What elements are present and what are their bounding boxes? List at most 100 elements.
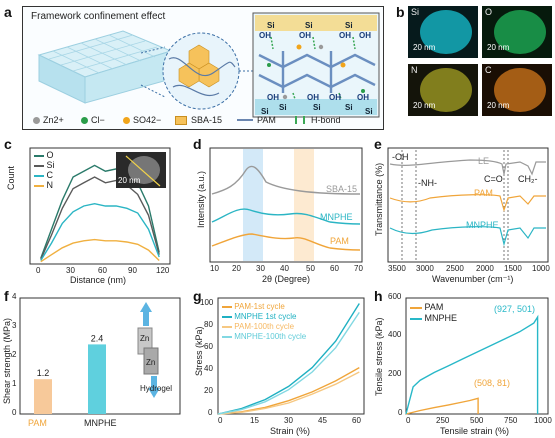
x-tick: 50 bbox=[306, 264, 315, 273]
e-annot-nh: -NH- bbox=[418, 178, 437, 188]
x-tick: 60 bbox=[330, 264, 339, 273]
oh-label: OH bbox=[359, 31, 371, 40]
lap-shear-illustration bbox=[137, 302, 160, 398]
legend-swatch bbox=[34, 154, 44, 157]
x-tick: 45 bbox=[318, 416, 327, 425]
legend-text: MNPHE-100th cycle bbox=[234, 332, 307, 341]
framework-illustration bbox=[37, 12, 380, 118]
legend-text: PAM-100th cycle bbox=[234, 322, 295, 331]
f-yticks: 0 1 2 3 4 bbox=[0, 292, 190, 438]
h-x-axis-label: Tensile strain (%) bbox=[440, 426, 510, 436]
legend-text: Si bbox=[46, 160, 55, 170]
e-label-mnphe: MNPHE bbox=[466, 220, 499, 230]
oh-label: OH bbox=[267, 93, 279, 102]
legend-c: C bbox=[34, 170, 55, 180]
oh-label: OH bbox=[357, 93, 369, 102]
x-tick: 3000 bbox=[416, 264, 434, 273]
x-tick: 30 bbox=[284, 416, 293, 425]
legend-pam: PAM bbox=[410, 302, 457, 313]
oh-label: OH bbox=[259, 31, 271, 40]
shear-bar-pam bbox=[34, 379, 52, 414]
d-plot-area bbox=[209, 147, 363, 263]
inset-scale-label: 20 nm bbox=[118, 176, 141, 185]
y-tick: 0 bbox=[12, 408, 17, 417]
si-label: Si bbox=[279, 103, 287, 112]
d-label-pam: PAM bbox=[330, 236, 349, 246]
g-xticks: 0 15 30 45 60 bbox=[218, 416, 368, 426]
d-label-sba15: SBA-15 bbox=[326, 184, 358, 194]
x-tick: 500 bbox=[470, 416, 484, 425]
zn-plate-label: Zn bbox=[146, 358, 156, 367]
si-label: Si bbox=[345, 103, 353, 112]
x-tick: 2500 bbox=[446, 264, 464, 273]
shear-value-label: 1.2 bbox=[37, 368, 50, 378]
y-tick: 3 bbox=[12, 321, 17, 330]
legend-swatch bbox=[410, 306, 422, 309]
h-legend: PAM MNPHE bbox=[410, 302, 457, 324]
x-tick: 0 bbox=[406, 416, 411, 425]
zoom-box-labels: Si Si Si OH OH OH OH OH OH OH OH Si Si S… bbox=[23, 7, 385, 131]
element-label: Si bbox=[411, 7, 420, 17]
legend-n: N bbox=[34, 180, 55, 190]
h-point-label-pam: (508, 81) bbox=[474, 378, 511, 388]
y-tick: 200 bbox=[388, 369, 402, 378]
c-x-axis-label: Distance (nm) bbox=[70, 275, 127, 285]
panel-d-xrd: Intensity (a.u.) SBA-15 MNPHE PAM 10 20 … bbox=[190, 140, 370, 286]
panel-e-ftir: Transmittance (%) -OH -NH- C=O CH₂- LE P… bbox=[370, 140, 555, 286]
eds-map-o: O 20 nm bbox=[482, 6, 552, 58]
panel-label-c: c bbox=[4, 136, 12, 152]
x-tick: 10 bbox=[210, 264, 219, 273]
eds-map-n: N 20 nm bbox=[408, 64, 478, 116]
legend-swatch bbox=[34, 164, 44, 167]
x-tick: 40 bbox=[280, 264, 289, 273]
legend-swatch bbox=[34, 174, 44, 177]
panel-label-f: f bbox=[4, 288, 9, 304]
h-bond-icon bbox=[295, 116, 305, 124]
panel-label-a: a bbox=[4, 4, 12, 20]
x-tick: 60 bbox=[352, 416, 361, 425]
si-label: Si bbox=[305, 21, 313, 30]
legend-swatch bbox=[410, 317, 422, 320]
panel-c-line-profile: Count 20 nm O Si C N 0 30 60 90 120 Dist… bbox=[0, 140, 190, 286]
legend-mnphe: MNPHE bbox=[410, 313, 457, 324]
panel-a-legend: Zn2+ Cl− SO42− SBA-15 PAM H-bond bbox=[33, 115, 378, 129]
eds-image bbox=[482, 64, 552, 116]
y-tick: 100 bbox=[200, 298, 214, 307]
panel-label-g: g bbox=[193, 288, 202, 304]
x-tick: 70 bbox=[354, 264, 363, 273]
h-xticks: 0 250 500 750 1000 bbox=[406, 416, 552, 426]
panel-g-cyclic-tests: Stress (kPa) 0 20 40 60 80 100 PAM-1st c… bbox=[190, 292, 370, 438]
zn-ion-icon bbox=[33, 117, 40, 124]
legend-swatch bbox=[222, 335, 232, 338]
y-tick: 600 bbox=[388, 292, 402, 301]
c-xticks: 0 30 60 90 120 bbox=[30, 266, 170, 276]
c-legend: O Si C N bbox=[34, 150, 55, 190]
legend-so4: SO42− bbox=[133, 115, 162, 125]
legend-pam-100th: PAM-100th cycle bbox=[222, 322, 306, 332]
y-tick: 20 bbox=[204, 386, 213, 395]
pam-curve bbox=[211, 233, 361, 251]
si-label: Si bbox=[261, 107, 269, 116]
g-legend: PAM-1st cycle MNPHE 1st cycle PAM-100th … bbox=[222, 302, 306, 342]
oh-label: OH bbox=[299, 31, 311, 40]
profile-curve-si bbox=[40, 176, 160, 260]
pam-chain-icon bbox=[237, 119, 253, 121]
oh-label: OH bbox=[339, 31, 351, 40]
scale-bar-label: 20 nm bbox=[487, 101, 510, 110]
y-tick: 4 bbox=[12, 292, 17, 301]
x-tick: 15 bbox=[250, 416, 259, 425]
pam-spectrum bbox=[389, 194, 546, 213]
legend-text: MNPHE 1st cycle bbox=[234, 312, 297, 321]
cycle-curve-mnphe-1st-cycle bbox=[217, 303, 360, 415]
e-annot-co: C=O bbox=[484, 174, 503, 184]
h-yticks: 0 200 400 600 bbox=[370, 292, 406, 422]
x-tick: 60 bbox=[98, 266, 107, 275]
x-tick: 3500 bbox=[388, 264, 406, 273]
shear-value-label: 2.4 bbox=[91, 333, 104, 343]
hydrogel-label: Hydrogel bbox=[140, 384, 173, 393]
y-tick: 60 bbox=[204, 342, 213, 351]
shear-bar-mnphe bbox=[88, 344, 106, 414]
panel-label-b: b bbox=[396, 4, 405, 20]
eds-map-si: Si 20 nm bbox=[408, 6, 478, 58]
x-tick: 2000 bbox=[476, 264, 494, 273]
